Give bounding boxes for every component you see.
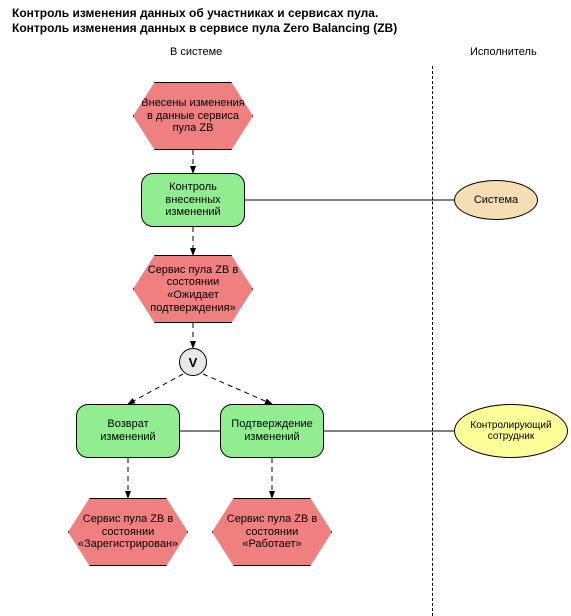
node-changes-entered: Внесены изменения в данные сервиса пула …	[133, 82, 253, 150]
node-awaiting-confirmation: Сервис пула ZB в состоянии «Ожидает подт…	[133, 255, 253, 323]
node-control-changes: Контроль внесенных изменений	[141, 173, 245, 227]
node-registered: Сервис пула ZB в состоянии «Зарегистриро…	[68, 498, 188, 566]
diagram-title: Контроль изменения данных об участниках …	[0, 0, 571, 36]
lane-right-label: Исполнитель	[470, 46, 537, 58]
lane-left-label: В системе	[170, 46, 222, 58]
gateway-v: V	[179, 348, 207, 376]
node-confirm-changes: Подтверждение изменений	[220, 404, 324, 458]
lane-divider	[432, 66, 433, 616]
node-system: Система	[454, 180, 538, 220]
title-line2: Контроль изменения данных в сервисе пула…	[12, 21, 397, 35]
node-works: Сервис пула ZB в состоянии «Работает»	[212, 498, 332, 566]
title-line1: Контроль изменения данных об участниках …	[12, 6, 378, 20]
node-controller: Контролирующий сотрудник	[454, 404, 568, 458]
node-return-changes: Возврат изменений	[76, 404, 180, 458]
